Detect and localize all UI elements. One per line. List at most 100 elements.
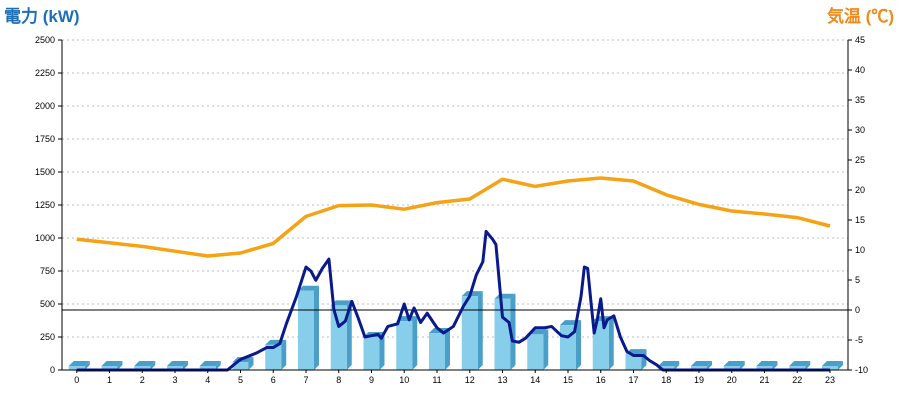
left-tick-label: 2000	[35, 101, 55, 111]
left-axis-title: 電力 (kW)	[4, 7, 80, 26]
x-tick-label: 11	[432, 375, 441, 385]
bar-side	[510, 293, 516, 370]
bar-top	[723, 361, 745, 366]
right-tick-label: -10	[855, 365, 868, 375]
right-tick-label: 0	[855, 305, 860, 315]
right-tick-label: 10	[855, 245, 865, 255]
x-tick-label: 19	[694, 375, 704, 385]
x-tick-label: 15	[563, 375, 573, 385]
bar-side	[248, 357, 254, 370]
left-tick-label: 1250	[35, 200, 55, 210]
bar-side	[281, 339, 287, 370]
x-tick-label: 21	[759, 375, 769, 385]
bar-side	[608, 316, 614, 370]
x-tick-label: 13	[497, 375, 507, 385]
x-tick-label: 16	[596, 375, 606, 385]
x-tick-label: 0	[74, 375, 79, 385]
bar-top	[461, 291, 483, 297]
bar-top	[658, 361, 680, 366]
bar-side	[477, 291, 483, 370]
bar-side	[215, 361, 221, 370]
bar	[199, 366, 216, 370]
x-tick-label: 5	[238, 375, 243, 385]
bar-top	[821, 361, 843, 366]
x-tick-label: 20	[727, 375, 737, 385]
bar-side	[739, 361, 745, 370]
x-tick-label: 6	[271, 375, 276, 385]
bar	[101, 366, 118, 370]
bar	[756, 366, 773, 370]
bar	[363, 337, 380, 370]
bar-top	[756, 361, 778, 366]
right-tick-label: 40	[855, 65, 865, 75]
left-tick-label: 0	[50, 365, 55, 375]
bar	[265, 344, 282, 370]
bar-top	[330, 300, 352, 306]
right-tick-label: 20	[855, 185, 865, 195]
x-tick-label: 4	[205, 375, 210, 385]
x-tick-label: 8	[336, 375, 341, 385]
bar-side	[150, 361, 156, 370]
bar-side	[575, 320, 581, 370]
bar-side	[313, 285, 319, 370]
bar-top	[166, 361, 188, 366]
bar-side	[543, 329, 549, 370]
x-tick-label: 9	[369, 375, 374, 385]
power-line	[76, 229, 830, 372]
right-tick-label: 30	[855, 125, 865, 135]
bar-side	[379, 332, 385, 370]
bar-top	[199, 361, 221, 366]
x-tick-label: 3	[172, 375, 177, 385]
left-tick-label: 2250	[35, 68, 55, 78]
bar	[232, 362, 249, 370]
right-tick-label: 45	[855, 35, 865, 45]
bar-side	[412, 316, 418, 370]
bar	[789, 366, 806, 370]
left-tick-label: 500	[40, 299, 55, 309]
bar-side	[182, 361, 188, 370]
bar-side	[805, 361, 811, 370]
bar-side	[117, 361, 123, 370]
x-tick-label: 1	[107, 375, 112, 385]
bar-top	[68, 361, 90, 366]
left-tick-label: 250	[40, 332, 55, 342]
bar-top	[789, 361, 811, 366]
bar	[134, 366, 151, 370]
x-tick-label: 2	[140, 375, 145, 385]
left-tick-label: 750	[40, 266, 55, 276]
bar	[68, 366, 85, 370]
bar-side	[772, 361, 778, 370]
right-tick-label: 5	[855, 275, 860, 285]
right-tick-label: -5	[855, 335, 863, 345]
bar	[297, 290, 314, 370]
bar	[166, 366, 183, 370]
left-tick-label: 2500	[35, 35, 55, 45]
right-tick-label: 25	[855, 155, 865, 165]
bar	[396, 321, 413, 370]
left-tick-label: 1750	[35, 134, 55, 144]
bar-top	[297, 285, 319, 291]
bar-top	[690, 361, 712, 366]
bar-side	[837, 361, 843, 370]
bar-top	[134, 361, 156, 366]
left-tick-label: 1500	[35, 167, 55, 177]
x-tick-label: 12	[465, 375, 475, 385]
bar-side	[706, 361, 712, 370]
bar	[428, 333, 445, 370]
x-tick-label: 14	[530, 375, 540, 385]
bar	[592, 321, 609, 370]
bar-top	[101, 361, 123, 366]
right-tick-label: 35	[855, 95, 865, 105]
bar	[330, 305, 347, 370]
bar-side	[444, 328, 450, 370]
right-tick-label: 15	[855, 215, 865, 225]
bar	[625, 354, 642, 370]
bar	[461, 296, 478, 370]
x-tick-label: 18	[661, 375, 671, 385]
bar	[723, 366, 740, 370]
bar-side	[674, 361, 680, 370]
bar-side	[84, 361, 90, 370]
x-tick-label: 23	[825, 375, 835, 385]
left-tick-label: 1000	[35, 233, 55, 243]
